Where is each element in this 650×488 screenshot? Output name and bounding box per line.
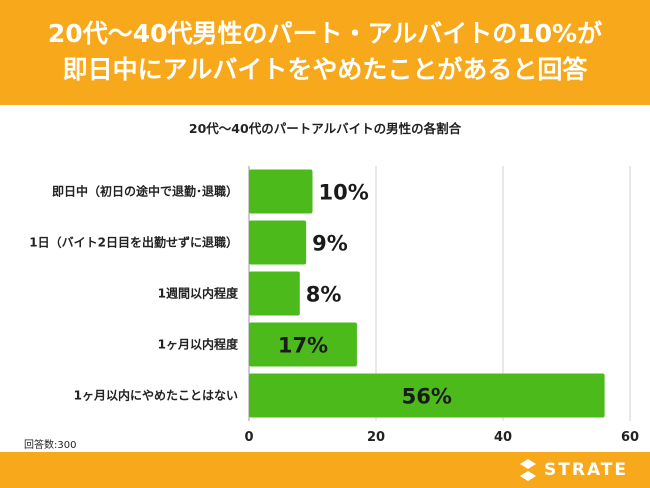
category-label-2: 1週間以内程度 xyxy=(158,286,239,301)
value-label-4: 56% xyxy=(402,385,452,409)
strate-logo: STRATE xyxy=(518,456,628,484)
bar-3 xyxy=(249,322,357,367)
x-tick-label-0: 0 xyxy=(244,430,253,445)
footer-banner: STRATE xyxy=(0,452,650,488)
category-label-3: 1ヶ月以内程度 xyxy=(158,337,239,352)
value-label-3: 17% xyxy=(278,334,328,358)
chart-title: 20代〜40代のパートアルバイトの男性の各割合 xyxy=(188,121,462,136)
category-label-1: 1日（バイト2日目を出勤せずに退職） xyxy=(29,235,238,250)
header-banner: 20代〜40代男性のパート・アルバイトの10%が 即日中にアルバイトをやめたこと… xyxy=(0,0,650,105)
bar-2 xyxy=(249,271,300,316)
value-label-1: 9% xyxy=(312,232,348,256)
category-label-0: 即日中（初日の途中で退勤･退職） xyxy=(52,184,238,199)
value-label-0: 10% xyxy=(319,181,369,205)
category-label-4: 1ヶ月以内にやめたことはない xyxy=(74,388,238,403)
strate-logo-text: STRATE xyxy=(544,460,628,480)
value-label-2: 8% xyxy=(306,283,342,307)
x-tick-label-40: 40 xyxy=(494,430,512,445)
respondent-count: 回答数:300 xyxy=(24,440,77,451)
x-tick-label-60: 60 xyxy=(621,430,639,445)
bar-0 xyxy=(249,169,313,214)
bar-4 xyxy=(249,373,605,418)
x-tick-label-20: 20 xyxy=(367,430,385,445)
headline-line-2: 即日中にアルバイトをやめたことがあると回答 xyxy=(62,55,588,84)
strate-logo-icon xyxy=(520,459,537,481)
bar-1 xyxy=(249,220,307,265)
headline-line-1: 20代〜40代男性のパート・アルバイトの10%が xyxy=(47,19,603,48)
